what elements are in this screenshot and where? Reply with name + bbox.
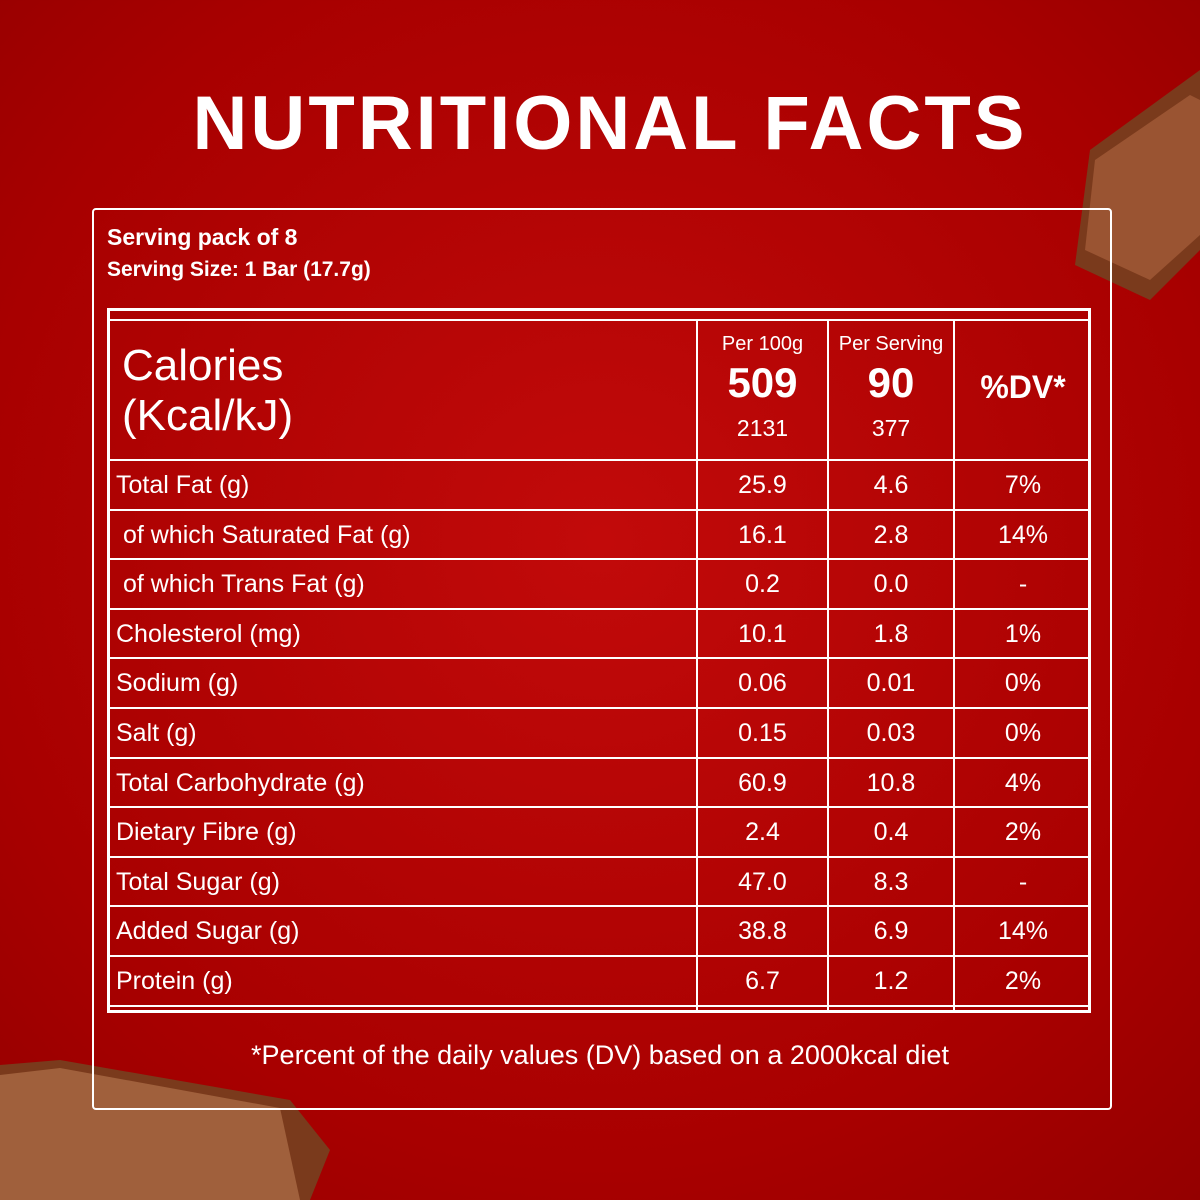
value: 7% (1004, 471, 1042, 499)
nutrient: Added Sugar (g) (116, 917, 300, 946)
nutrient: of which Trans Fat (g) (116, 570, 365, 599)
header: Per 100g (721, 333, 804, 355)
text: Calories (122, 341, 284, 390)
chocolate-bar-face (1085, 95, 1200, 280)
nutrient: Dietary Fibre (g) (116, 818, 297, 847)
value: - (1018, 867, 1028, 896)
value: 16.1 (738, 520, 787, 549)
row-line (110, 905, 1088, 908)
row-line (110, 855, 1088, 858)
nutrient: Total Carbohydrate (g) (116, 768, 365, 797)
kcal: 509 (727, 359, 798, 406)
column-line (696, 321, 698, 1010)
value: 6.9 (873, 917, 909, 946)
value: 2.4 (745, 818, 780, 847)
value: 0.03 (866, 719, 916, 747)
text: (Kcal/kJ) (122, 391, 294, 440)
value: 2% (1004, 818, 1042, 847)
row-line (110, 607, 1088, 610)
value: 47.0 (738, 867, 787, 896)
value: 0.01 (866, 669, 916, 698)
value: 10.1 (738, 619, 787, 648)
kj: 377 (871, 415, 911, 441)
value: 14% (997, 917, 1049, 946)
value: 0% (1004, 669, 1042, 698)
nutrient: Cholesterol (mg) (116, 619, 301, 648)
value: 2% (1004, 967, 1042, 995)
column-line (827, 321, 829, 1010)
nutrient: Salt (g) (116, 719, 197, 747)
value: 0.0 (873, 570, 909, 599)
value: 1% (1004, 619, 1042, 648)
row-line (110, 657, 1088, 660)
value: 25.9 (738, 471, 787, 499)
value: 10.8 (866, 768, 916, 797)
row-line (110, 319, 1088, 321)
value: 6.7 (745, 967, 780, 995)
value: 0.4 (873, 818, 909, 847)
value: 8.3 (873, 867, 909, 896)
footnote: *Percent of the daily values (DV) based … (251, 1040, 949, 1070)
value: 1.2 (873, 967, 909, 995)
chocolate-bar-face (0, 1068, 300, 1200)
kcal: 90 (867, 359, 915, 406)
value: 60.9 (738, 768, 787, 797)
value: 4.6 (873, 471, 909, 499)
row-line (110, 707, 1088, 709)
serving-pack: Serving pack of 8 (107, 224, 298, 250)
row-line (110, 806, 1088, 809)
value: 38.8 (738, 917, 787, 946)
header: Per Serving (838, 333, 944, 355)
nutrient: Total Sugar (g) (116, 867, 280, 896)
nutrition-table: Calories (Kcal/kJ) Per 100g 509 2131 Per … (107, 308, 1091, 1013)
value: 1.8 (873, 619, 909, 648)
title: NUTRITIONAL FACTS (192, 81, 1028, 166)
outer-frame (92, 208, 1112, 1110)
nutrient: of which Saturated Fat (g) (116, 520, 411, 549)
value: - (1018, 570, 1028, 599)
dv-header: %DV* (980, 369, 1066, 405)
kj: 2131 (736, 415, 789, 441)
row-line (110, 508, 1088, 511)
row-line (110, 558, 1088, 561)
calories-label: Calories (Kcal/kJ) (122, 341, 293, 441)
column-line (953, 321, 955, 1010)
nutrient: Protein (g) (116, 967, 233, 995)
serving-size: Serving Size: 1 Bar (17.7g) (107, 258, 371, 281)
nutrient: Total Fat (g) (116, 471, 250, 499)
value: 0% (1004, 719, 1042, 747)
value: 0.06 (738, 669, 787, 698)
value: 0.2 (745, 570, 780, 599)
value: 4% (1004, 768, 1042, 797)
row-line (110, 459, 1088, 461)
row-line (110, 1004, 1088, 1007)
value: 0.15 (738, 719, 787, 747)
row-line (110, 756, 1088, 759)
nutrient: Sodium (g) (116, 669, 239, 698)
value: 14% (997, 520, 1049, 549)
value: 2.8 (873, 520, 909, 549)
row-line (110, 955, 1088, 957)
